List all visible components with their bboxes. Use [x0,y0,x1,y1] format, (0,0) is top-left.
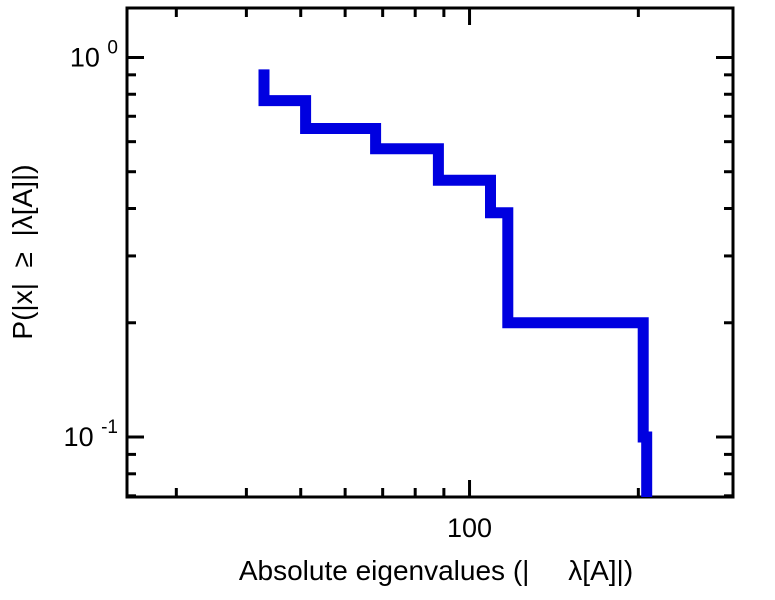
y-tick-exponent: -1 [101,417,118,438]
x-axis-label: Absolute eigenvalues (| λ[A]|) [239,555,633,586]
ccdf-step-line [258,69,653,497]
y-tick-exponent: 0 [107,37,118,58]
plot-frame [125,6,735,499]
y-tick-label: 10 0 [70,37,118,72]
plot-generated-layer: 100 10 0 10 -1 [64,6,735,543]
x-tick-label: 100 [447,513,492,543]
y-axis-label: P(|x| ≥ |λ[A]|) [7,164,38,339]
y-tick-label: 10 -1 [64,417,118,452]
